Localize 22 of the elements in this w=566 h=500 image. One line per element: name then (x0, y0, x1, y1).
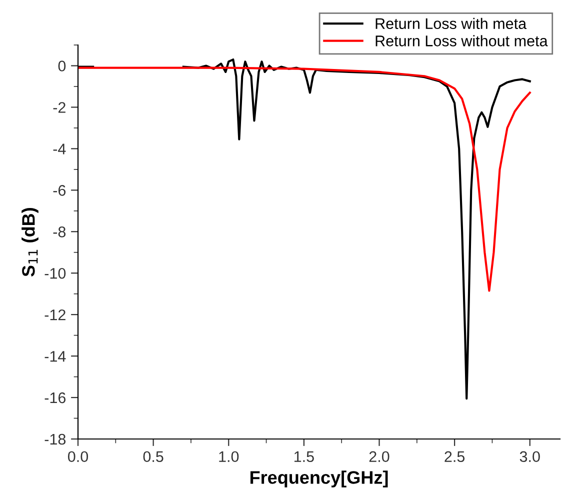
y-tick-label: -14 (44, 351, 66, 362)
legend-label: Return Loss with meta (376, 18, 527, 30)
x-tick-label: 2.0 (369, 451, 390, 462)
x-tick-label: 0.5 (143, 451, 164, 462)
legend-label: Return Loss without meta (376, 35, 548, 46)
y-tick-label: -8 (53, 226, 66, 238)
y-tick-label: -12 (44, 309, 66, 320)
y-tick-label: -6 (53, 185, 66, 196)
y-tick-label: -10 (44, 268, 66, 279)
x-tick-label: 1.0 (219, 451, 239, 462)
x-tick-label: 1.5 (294, 451, 314, 462)
x-axis-title: Frequency[GHz] (250, 470, 388, 488)
x-tick-label: 2.5 (444, 451, 465, 462)
y-axis-title: S$_{11}$ (dB) (22, 208, 38, 277)
y-tick-label: 0 (58, 60, 66, 72)
y-tick-label: -4 (53, 144, 66, 154)
y-tick-label: -16 (44, 392, 66, 404)
x-tick-label: 3.0 (520, 451, 540, 462)
line-series (78, 66, 531, 292)
y-tick-label: -2 (53, 102, 66, 113)
y-tick-label: -18 (44, 434, 66, 445)
x-tick-label: 0.0 (68, 451, 88, 462)
